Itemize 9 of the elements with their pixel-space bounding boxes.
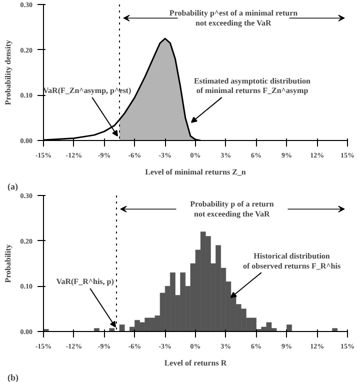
annotation: Probability p^est of a minimal return not exceeding the VaR	[169, 8, 298, 28]
annotation: Historical distribution of observed returns F_R^his	[242, 251, 341, 270]
x-axis-title: Level of returns R	[164, 358, 227, 368]
annotation: Estimated asymptotic distribution of minimal returns F_Zn^asymp	[194, 76, 312, 96]
annotation: VaR(F_R^his, p)	[56, 277, 114, 286]
x-axis-title: Level of minimal returns Z_n	[145, 168, 246, 176]
annotation: Probability p of a return not exceeding the VaR	[190, 200, 274, 219]
y-axis-title: Probability	[3, 244, 12, 283]
y-axis-title: Probability density	[3, 40, 12, 105]
